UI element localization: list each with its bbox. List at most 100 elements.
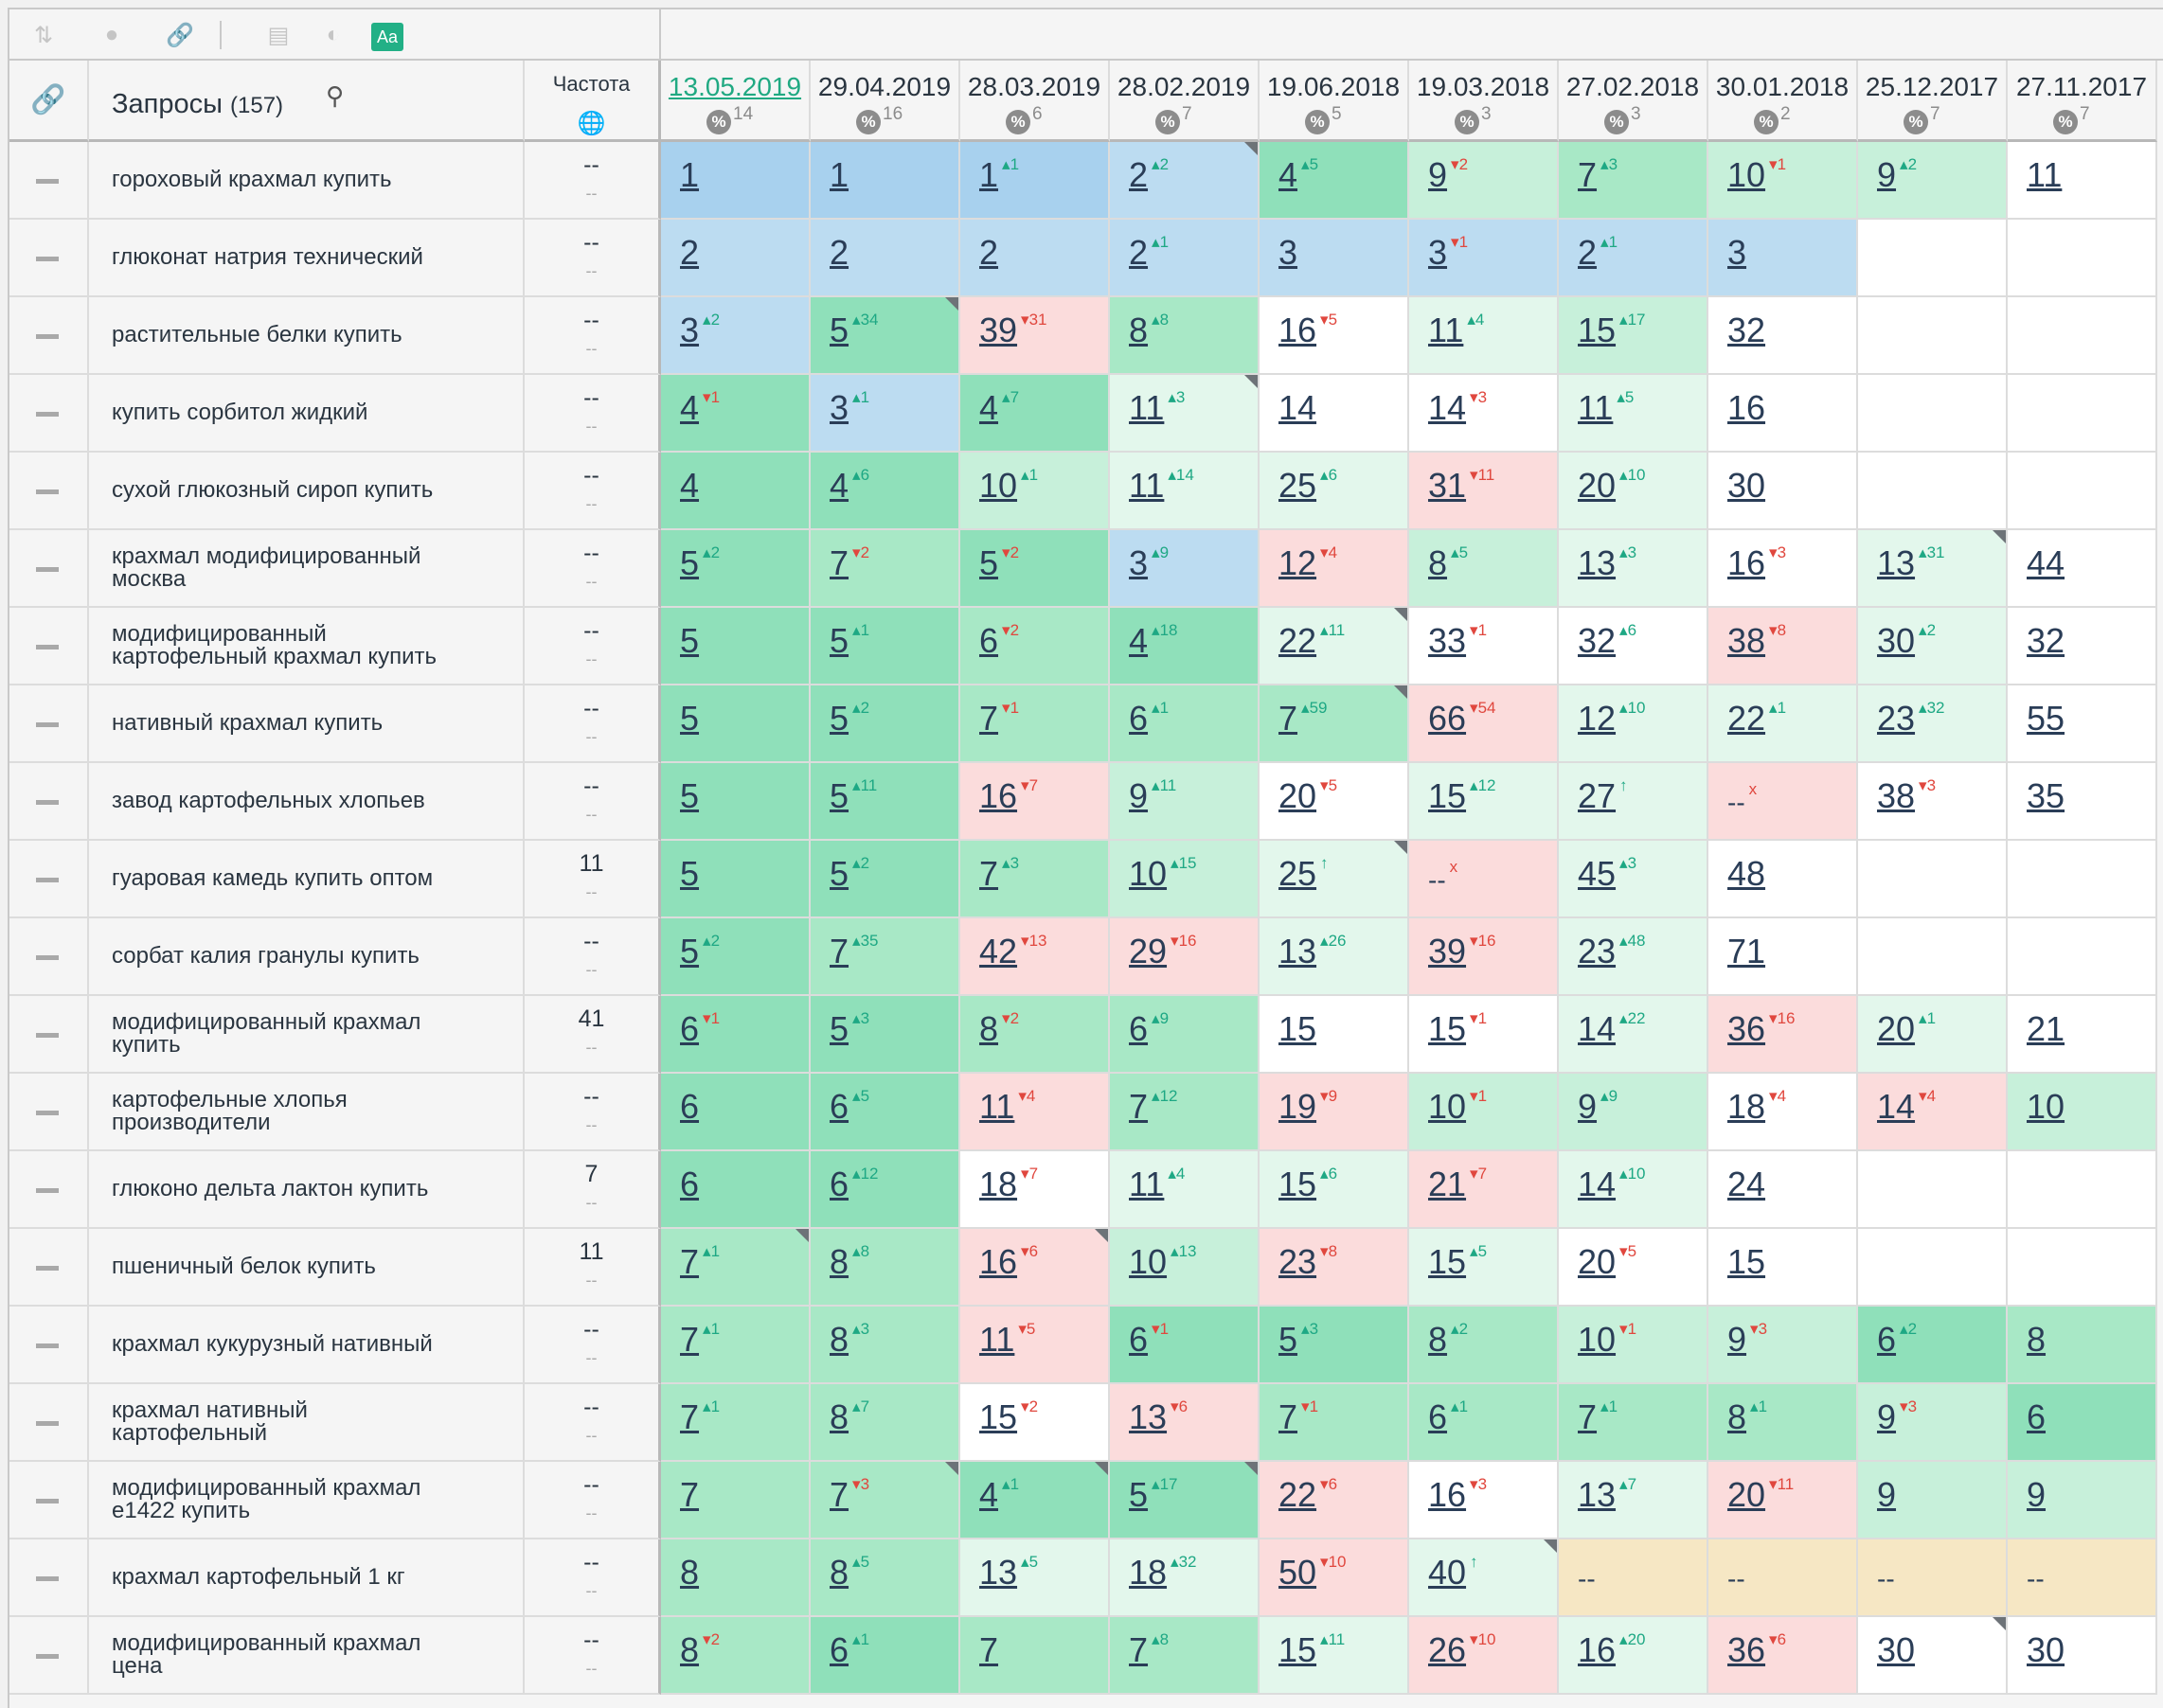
position-value[interactable]: 12 — [1278, 543, 1317, 582]
position-link[interactable]: 38 ▾8 — [1727, 621, 1786, 661]
position-value[interactable]: 4 — [680, 466, 700, 505]
position-value[interactable]: 11 — [1129, 388, 1165, 427]
position-link[interactable]: 8 ▴5 — [830, 1553, 869, 1592]
position-cell[interactable]: 6 ▴5 — [811, 1074, 960, 1151]
position-link[interactable]: 4 ▴1 — [979, 1475, 1019, 1515]
position-cell[interactable]: 8 ▴8 — [1110, 297, 1260, 375]
position-value[interactable]: 27 — [1578, 776, 1617, 815]
position-value[interactable]: 8 — [1727, 1397, 1747, 1436]
position-value[interactable]: 30 — [2027, 1630, 2065, 1669]
position-value[interactable]: 5 — [1129, 1475, 1149, 1514]
position-value[interactable]: 11 — [1578, 388, 1614, 427]
position-cell[interactable]: 14 ▴10 — [1559, 1151, 1708, 1229]
position-value[interactable]: 7 — [1278, 699, 1298, 738]
position-value[interactable]: 15 — [1428, 1009, 1467, 1048]
position-cell[interactable]: 38 ▾3 — [1858, 763, 2008, 841]
position-value[interactable]: 35 — [2027, 776, 2065, 815]
position-cell[interactable]: 8 ▴7 — [811, 1384, 960, 1462]
position-link[interactable]: 15 ▴5 — [1428, 1242, 1487, 1282]
position-value[interactable]: 15 — [979, 1397, 1018, 1436]
position-cell[interactable]: 10 ▾1 — [1559, 1307, 1708, 1384]
position-cell[interactable]: 32 — [2008, 608, 2157, 685]
position-link[interactable]: 25 ▴6 — [1278, 466, 1337, 506]
position-value[interactable]: 8 — [1129, 311, 1149, 349]
position-cell[interactable]: 30 — [1858, 1617, 2008, 1695]
position-link[interactable]: 20 ▴1 — [1877, 1009, 1936, 1049]
position-link[interactable]: 15 ▴17 — [1578, 311, 1646, 350]
position-cell[interactable]: 3 — [1708, 220, 1858, 297]
position-value[interactable]: 30 — [1877, 621, 1916, 660]
position-link[interactable]: 1 ▴1 — [979, 155, 1019, 195]
position-value[interactable]: 22 — [1278, 1475, 1317, 1514]
position-value[interactable]: 8 — [830, 1242, 849, 1281]
position-cell[interactable]: 7 ▴3 — [1559, 142, 1708, 220]
position-link[interactable]: 10 ▾1 — [1578, 1320, 1636, 1360]
position-cell[interactable]: 16 ▾6 — [960, 1229, 1110, 1307]
position-value[interactable]: 5 — [979, 543, 999, 582]
position-cell[interactable]: 5 — [661, 763, 811, 841]
position-link[interactable]: 30 — [2027, 1630, 2065, 1670]
position-link[interactable]: 6 — [680, 1087, 699, 1127]
position-value[interactable]: 13 — [1578, 1475, 1617, 1514]
position-cell[interactable]: 6 — [2008, 1384, 2157, 1462]
position-value[interactable]: 10 — [1578, 1320, 1617, 1359]
position-cell[interactable]: 8 ▴1 — [1708, 1384, 1858, 1462]
position-link[interactable]: 9 ▾3 — [1727, 1320, 1767, 1360]
position-value[interactable]: 14 — [1278, 388, 1317, 427]
position-cell[interactable]: -- — [1559, 1539, 1708, 1617]
position-cell[interactable]: 8 — [2008, 1307, 2157, 1384]
position-value[interactable]: 40 — [1428, 1553, 1467, 1592]
position-cell[interactable]: 15 ▾1 — [1409, 996, 1559, 1074]
position-cell[interactable]: 9 ▴11 — [1110, 763, 1260, 841]
position-cell[interactable]: 5 ▴17 — [1110, 1462, 1260, 1539]
position-link[interactable]: 5 ▴2 — [830, 854, 869, 894]
position-value[interactable]: 10 — [2027, 1087, 2065, 1126]
position-cell[interactable]: 23 ▴48 — [1559, 918, 1708, 996]
position-value[interactable]: 3 — [1727, 233, 1747, 272]
position-cell[interactable]: 13 ▾6 — [1110, 1384, 1260, 1462]
position-link[interactable]: 13 ▴5 — [979, 1553, 1038, 1592]
position-cell[interactable]: 10 ▴15 — [1110, 841, 1260, 918]
position-link[interactable]: 22 ▴11 — [1278, 621, 1345, 661]
position-value[interactable]: 39 — [979, 311, 1018, 349]
position-link[interactable]: 22 ▾6 — [1278, 1475, 1337, 1515]
position-link[interactable]: 2 ▴2 — [1129, 155, 1169, 195]
position-value[interactable]: 4 — [1278, 155, 1298, 194]
position-value[interactable]: 11 — [979, 1087, 1015, 1126]
position-link[interactable]: 16 ▾6 — [979, 1242, 1038, 1282]
position-link[interactable]: 13 ▴3 — [1578, 543, 1636, 583]
position-link[interactable]: 15 — [1278, 1009, 1316, 1049]
position-value[interactable]: 3 — [680, 311, 700, 349]
position-value[interactable]: 11 — [2027, 155, 2063, 194]
row-toggle[interactable] — [9, 220, 89, 297]
position-value[interactable]: 22 — [1727, 699, 1766, 738]
position-cell[interactable]: 16 ▾3 — [1708, 530, 1858, 608]
row-toggle[interactable] — [9, 608, 89, 685]
position-value[interactable]: 23 — [1877, 699, 1916, 738]
position-value[interactable]: 15 — [1278, 1165, 1317, 1203]
position-value[interactable]: -- — [2027, 1564, 2045, 1593]
position-cell[interactable]: 11 — [2008, 142, 2157, 220]
position-value[interactable]: 33 — [1428, 621, 1467, 660]
position-cell[interactable]: 6 ▾2 — [960, 608, 1110, 685]
position-value[interactable]: 13 — [1877, 543, 1916, 582]
position-link[interactable]: 32 ▴6 — [1578, 621, 1636, 661]
position-link[interactable]: 13 ▴26 — [1278, 932, 1347, 971]
position-value[interactable]: 7 — [680, 1475, 700, 1514]
position-value[interactable]: 45 — [1578, 854, 1617, 893]
position-value[interactable]: 10 — [979, 466, 1018, 505]
position-cell[interactable]: 2 — [960, 220, 1110, 297]
position-cell[interactable]: 20 ▾5 — [1559, 1229, 1708, 1307]
date-column-header[interactable]: 27.11.2017% 7 — [2008, 61, 2157, 142]
date-label[interactable]: 30.01.2018 — [1715, 72, 1850, 101]
position-cell[interactable]: 15 ▴12 — [1409, 763, 1559, 841]
date-column-header[interactable]: 30.01.2018% 2 — [1708, 61, 1858, 142]
position-value[interactable]: 30 — [1727, 466, 1766, 505]
position-cell[interactable]: 7 ▴1 — [661, 1307, 811, 1384]
position-value[interactable]: 6 — [830, 1165, 849, 1203]
position-link[interactable]: 10 ▴15 — [1129, 854, 1197, 894]
position-value[interactable]: 7 — [680, 1320, 700, 1359]
position-cell[interactable]: 4 ▴5 — [1260, 142, 1409, 220]
position-value[interactable]: 4 — [979, 1475, 999, 1514]
position-link[interactable]: 6 ▾2 — [979, 621, 1019, 661]
